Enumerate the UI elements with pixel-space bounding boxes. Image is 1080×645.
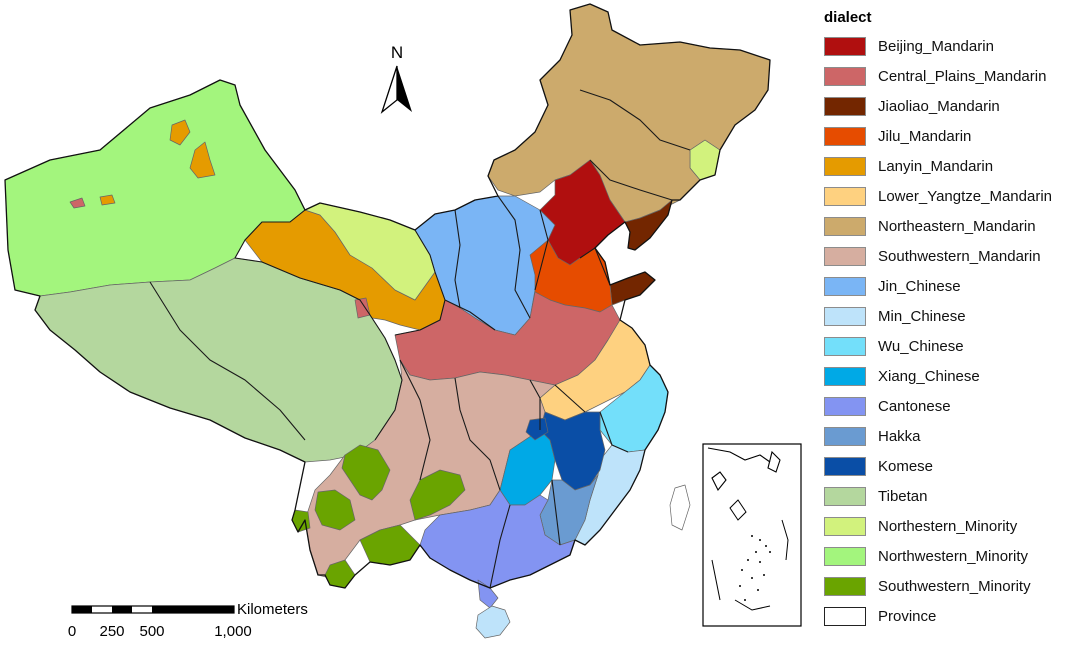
legend-swatch [824,156,866,176]
legend-swatch [824,456,866,476]
legend-label: Wu_Chinese [878,337,964,355]
legend-label: Lower_Yangtze_Mandarin [878,187,1053,205]
legend-item-jilu-mandarin: Jilu_Mandarin [824,121,1074,151]
legend-item-northestern-minority: Northestern_Minority [824,511,1074,541]
legend-item-lower-yangtze-mandarin: Lower_Yangtze_Mandarin [824,181,1074,211]
legend-swatch [824,96,866,116]
legend-swatch [824,486,866,506]
legend-item-hakka: Hakka [824,421,1074,451]
legend-item-southwestern-mandarin: Southwestern_Mandarin [824,241,1074,271]
region-southwestern-minority [341,444,391,501]
legend-item-northwestern-minority: Northwestern_Minority [824,541,1074,571]
legend-label: Jiaoliao_Mandarin [878,97,1000,115]
legend-label: Lanyin_Mandarin [878,157,994,175]
legend-swatch [824,606,866,626]
scale-unit: Kilometers [237,601,308,618]
province-boundaries [149,89,691,589]
legend-label: Beijing_Mandarin [878,37,994,55]
legend-label: Province [878,607,937,625]
legend-swatch [824,336,866,356]
legend-item-central-plains-mandarin: Central_Plains_Mandarin [824,61,1074,91]
legend-swatch [824,66,866,86]
legend-title: dialect [824,9,872,26]
legend-label: Northestern_Minority [878,517,1018,535]
scale-tick-500: 500 [139,623,164,640]
legend-label: Jin_Chinese [878,277,961,295]
legend-item-cantonese: Cantonese [824,391,1074,421]
region-lanyin-patch [189,141,216,179]
region-hainan [475,605,511,639]
legend-items: Beijing_Mandarin Central_Plains_Mandarin J… [824,31,1074,631]
legend-label: Tibetan [878,487,928,505]
scale-tick-250: 250 [99,623,124,640]
legend-swatch [824,516,866,536]
legend-item-jin-chinese: Jin_Chinese [824,271,1074,301]
legend-item-beijing-mandarin: Beijing_Mandarin [824,31,1074,61]
legend-swatch [824,276,866,296]
legend-label: Xiang_Chinese [878,367,980,385]
legend-item-northeastern-mandarin: Northeastern_Mandarin [824,211,1074,241]
region-central-plains-patch [69,197,86,209]
legend-swatch [824,396,866,416]
south-china-sea-inset [702,443,802,627]
region-taiwan [669,484,691,531]
legend-item-lanyin-mandarin: Lanyin_Mandarin [824,151,1074,181]
dialect-map: N Kilometers 0 250 500 1,000 [4,3,802,640]
scale-bar: Kilometers 0 250 500 1,000 [68,601,308,640]
legend-item-min-chinese: Min_Chinese [824,301,1074,331]
region-southwestern-minority [314,489,356,531]
north-arrow: N [380,43,412,114]
legend-item-xiang-chinese: Xiang_Chinese [824,361,1074,391]
region-southwestern-minority [409,469,466,521]
legend-item-southwestern-minority: Southwestern_Minority [824,571,1074,601]
national-border [4,3,771,589]
legend-label: Northeastern_Mandarin [878,217,1036,235]
scale-tick-0: 0 [68,623,76,640]
legend-label: Northwestern_Minority [878,547,1029,565]
region-lanyin-patch [169,119,191,146]
legend-swatch [824,36,866,56]
north-label: N [391,43,403,62]
legend: dialect Beijing_Mandarin Central_Plains_M… [824,8,1074,631]
legend-swatch [824,126,866,146]
region-komese [539,411,606,491]
legend-label: Southwestern_Mandarin [878,247,1041,265]
legend-item-jiaoliao-mandarin: Jiaoliao_Mandarin [824,91,1074,121]
legend-swatch [824,186,866,206]
legend-swatch [824,246,866,266]
legend-label: Hakka [878,427,921,445]
legend-swatch [824,426,866,446]
region-komese [525,417,549,441]
legend-label: Cantonese [878,397,951,415]
legend-swatch [824,216,866,236]
legend-swatch [824,546,866,566]
legend-item-wu-chinese: Wu_Chinese [824,331,1074,361]
region-southwestern-minority [291,509,311,533]
legend-label: Jilu_Mandarin [878,127,972,145]
legend-item-tibetan: Tibetan [824,481,1074,511]
legend-label: Central_Plains_Mandarin [878,67,1047,85]
legend-swatch [824,366,866,386]
legend-label: Min_Chinese [878,307,966,325]
legend-label: Southwestern_Minority [878,577,1031,595]
legend-item-komese: Komese [824,451,1074,481]
region-lanyin-patch [99,194,116,206]
legend-item-province: Province [824,601,1074,631]
legend-label: Komese [878,457,934,475]
legend-swatch [824,306,866,326]
scale-tick-1000: 1,000 [214,623,252,640]
legend-swatch [824,576,866,596]
